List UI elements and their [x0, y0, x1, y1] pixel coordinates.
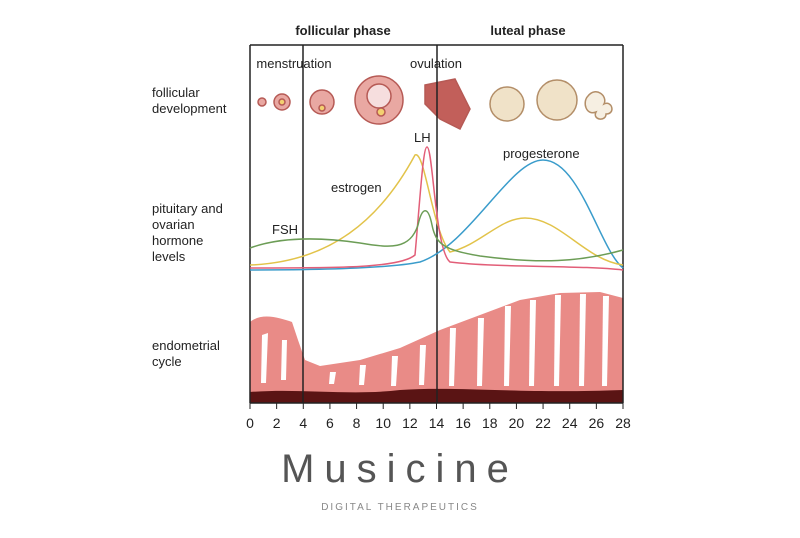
tick-label: 6 — [326, 415, 334, 431]
tick-label: 16 — [455, 415, 471, 431]
stage-label: ovulation — [410, 56, 462, 71]
curve-label: LH — [414, 130, 431, 145]
hormone-curves — [249, 146, 624, 271]
tick-label: 12 — [402, 415, 418, 431]
tick-label: 8 — [353, 415, 361, 431]
tick-label: 28 — [615, 415, 631, 431]
tick-label: 2 — [273, 415, 281, 431]
stage-label: menstruation — [256, 56, 331, 71]
row-label: hormone — [152, 233, 203, 248]
tick-label: 26 — [589, 415, 605, 431]
curve-label: progesterone — [503, 146, 580, 161]
tick-label: 24 — [562, 415, 578, 431]
tick-label: 14 — [429, 415, 445, 431]
row-label: follicular — [152, 85, 200, 100]
row-label: development — [152, 101, 227, 116]
brand-tagline: DIGITAL THERAPEUTICS — [321, 502, 479, 513]
row-label: ovarian — [152, 217, 195, 232]
tick-label: 18 — [482, 415, 498, 431]
curve-label: estrogen — [331, 180, 382, 195]
curve-label: FSH — [272, 222, 298, 237]
row-label: pituitary and — [152, 201, 223, 216]
tick-label: 0 — [246, 415, 254, 431]
tick-label: 20 — [509, 415, 525, 431]
brand-name: Musicine — [281, 447, 519, 491]
tick-label: 10 — [375, 415, 391, 431]
phase-label: luteal phase — [490, 23, 565, 38]
phase-label: follicular phase — [295, 23, 390, 38]
tick-label: 4 — [299, 415, 307, 431]
follicle-illustrations — [257, 75, 613, 131]
row-label: endometrial — [152, 338, 220, 353]
row-label: levels — [152, 249, 186, 264]
tick-label: 22 — [535, 415, 551, 431]
row-label: cycle — [152, 354, 182, 369]
